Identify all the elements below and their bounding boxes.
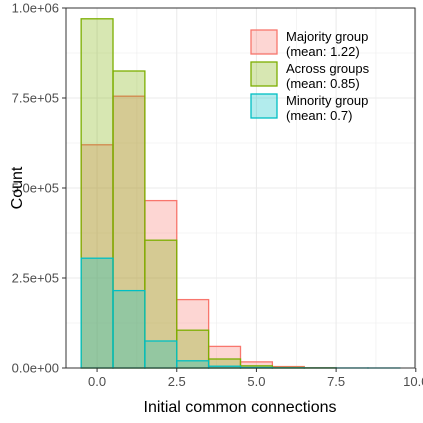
legend-key: [250, 61, 278, 87]
legend-key: [250, 29, 278, 55]
y-tick-label: 1.0e+06: [12, 1, 59, 16]
legend-item-0: Majority group(mean: 1.22): [250, 29, 368, 59]
y-tick-label: 5.0e+05: [12, 181, 59, 196]
legend-item-2: Minority group(mean: 0.7): [250, 93, 368, 123]
y-axis-title: Count: [9, 166, 26, 209]
histogram-bars: [80, 18, 401, 369]
legend: Majority group(mean: 1.22)Across groups(…: [250, 29, 370, 123]
histogram-bar: [176, 360, 210, 369]
x-tick-label: 5.0: [247, 374, 265, 389]
legend-series-mean: (mean: 0.7): [286, 108, 352, 123]
x-tick-label: 0.0: [88, 374, 106, 389]
histogram-bar: [176, 329, 210, 369]
legend-series-name: Majority group: [286, 29, 368, 44]
legend-series-mean: (mean: 1.22): [286, 44, 360, 59]
x-axis-title: Initial common connections: [144, 399, 337, 416]
histogram-bar: [112, 70, 146, 369]
x-tick-label: 10.0: [403, 374, 423, 389]
legend-series-name: Minority group: [286, 93, 368, 108]
legend-series-mean: (mean: 0.85): [286, 76, 360, 91]
histogram-bar: [144, 199, 178, 369]
y-tick-label: 0.0e+00: [12, 361, 59, 376]
legend-key: [250, 93, 278, 119]
histogram-bar: [80, 257, 114, 369]
x-tick-label: 2.5: [168, 374, 186, 389]
legend-series-name: Across groups: [286, 61, 370, 76]
histogram-bar: [112, 289, 146, 369]
histogram-bar: [176, 298, 210, 369]
series-0-bars: [80, 95, 337, 369]
y-tick-label: 7.5e+05: [12, 91, 59, 106]
legend-item-1: Across groups(mean: 0.85): [250, 61, 370, 91]
axes: 0.0 2.5 5.0 7.5 10.0 0.0e+00 2.5e+05 5.0e+05 7.5…: [12, 1, 423, 390]
histogram-bar: [144, 340, 178, 369]
x-tick-label: 7.5: [327, 374, 345, 389]
y-tick-label: 2.5e+05: [12, 271, 59, 286]
